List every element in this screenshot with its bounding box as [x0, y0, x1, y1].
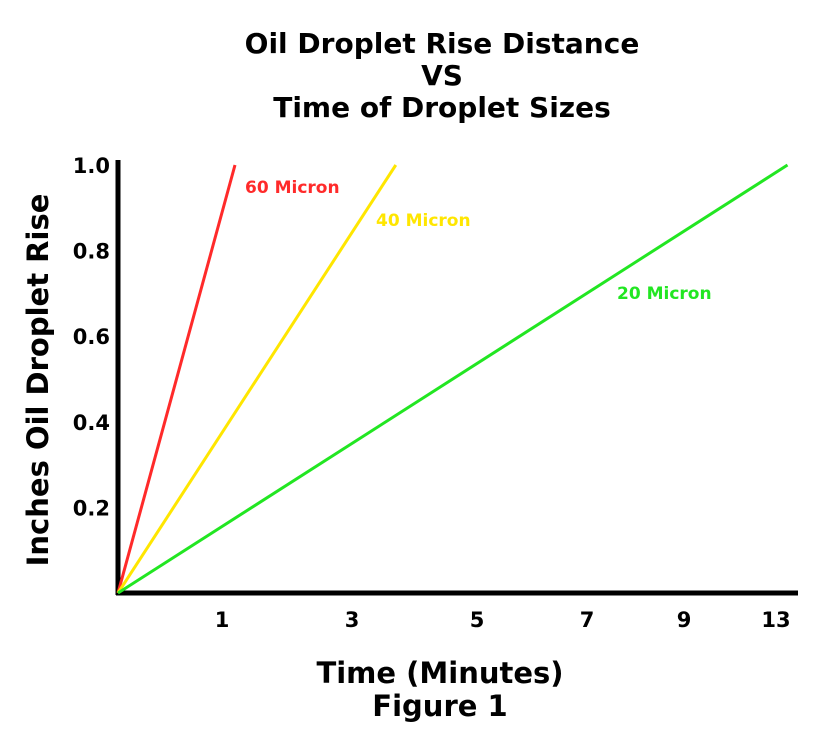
y-tick-label: 1.0: [73, 154, 110, 178]
x-tick-label: 13: [761, 608, 790, 632]
series-label-60-micron: 60 Micron: [245, 178, 340, 198]
series-label-40-micron: 40 Micron: [376, 211, 471, 231]
y-axis-title: Inches Oil Droplet Rise: [21, 194, 55, 567]
x-tick-label: 3: [345, 608, 360, 632]
figure-caption: Figure 1: [372, 689, 507, 723]
x-tick-label: 1: [215, 608, 230, 632]
x-axis-title: Time (Minutes): [316, 656, 563, 690]
x-tick-label: 5: [470, 608, 485, 632]
series-labels: 60 Micron 40 Micron 20 Micron: [245, 178, 712, 304]
series-line-40-micron: [116, 164, 398, 594]
series-lines: [116, 163, 789, 595]
y-tick-label: 0.6: [73, 325, 110, 349]
chart-title-line-3: Time of Droplet Sizes: [273, 91, 611, 124]
x-tick-labels: 1 3 5 7 9 13: [215, 608, 791, 632]
chart-title-line-2: VS: [421, 59, 463, 92]
series-line-20-micron: [117, 163, 789, 595]
series-line-60-micron: [116, 164, 237, 594]
y-tick-label: 0.8: [73, 240, 110, 264]
y-tick-labels: 1.0 0.8 0.6 0.4 0.2: [73, 154, 110, 520]
x-tick-label: 9: [677, 608, 692, 632]
x-tick-label: 7: [580, 608, 595, 632]
y-tick-label: 0.4: [73, 411, 110, 435]
y-tick-label: 0.2: [73, 496, 110, 520]
series-label-20-micron: 20 Micron: [617, 284, 712, 304]
chart-title-line-1: Oil Droplet Rise Distance: [245, 27, 640, 60]
